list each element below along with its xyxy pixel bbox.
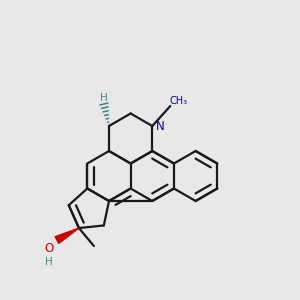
Text: N: N bbox=[156, 119, 165, 133]
Text: CH₃: CH₃ bbox=[169, 96, 188, 106]
Polygon shape bbox=[55, 228, 79, 243]
Text: H: H bbox=[100, 93, 108, 103]
Text: O: O bbox=[44, 242, 54, 255]
Text: H: H bbox=[45, 257, 53, 267]
